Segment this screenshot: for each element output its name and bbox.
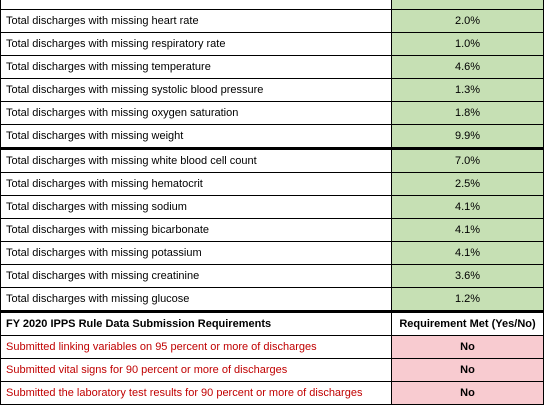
table-row: Total discharges with missing heart rate…: [0, 9, 544, 33]
label-cell[interactable]: Total discharges with missing glucose: [0, 287, 392, 313]
table-row: Total discharges with missing sodium 4.1…: [0, 195, 544, 219]
value-cell[interactable]: 2.0%: [391, 9, 544, 33]
value-cell[interactable]: 4.6%: [391, 55, 544, 79]
requirement-label-cell[interactable]: Submitted vital signs for 90 percent or …: [0, 358, 392, 382]
discharge-data-table: Total discharges with missing heart rate…: [0, 0, 544, 405]
requirement-row: Submitted linking variables on 95 percen…: [0, 335, 544, 359]
value-cell[interactable]: 7.0%: [391, 148, 544, 173]
value-cell[interactable]: 9.9%: [391, 124, 544, 150]
requirement-met-cell[interactable]: No: [391, 335, 544, 359]
table-row-partial: [0, 0, 544, 10]
label-cell[interactable]: Total discharges with missing heart rate: [0, 9, 392, 33]
requirement-row: Submitted vital signs for 90 percent or …: [0, 358, 544, 382]
value-cell[interactable]: 1.0%: [391, 32, 544, 56]
table-row: Total discharges with missing temperatur…: [0, 55, 544, 79]
value-cell[interactable]: 4.1%: [391, 195, 544, 219]
label-cell[interactable]: Total discharges with missing weight: [0, 124, 392, 150]
value-cell[interactable]: 1.8%: [391, 101, 544, 125]
requirement-label-cell[interactable]: Submitted linking variables on 95 percen…: [0, 335, 392, 359]
table-row: Total discharges with missing oxygen sat…: [0, 101, 544, 125]
value-cell: [391, 0, 544, 10]
value-cell[interactable]: 1.2%: [391, 287, 544, 313]
label-cell[interactable]: Total discharges with missing bicarbonat…: [0, 218, 392, 242]
label-cell[interactable]: Total discharges with missing respirator…: [0, 32, 392, 56]
table-row: Total discharges with missing bicarbonat…: [0, 218, 544, 242]
label-cell[interactable]: Total discharges with missing temperatur…: [0, 55, 392, 79]
requirement-label-cell[interactable]: Submitted the laboratory test results fo…: [0, 381, 392, 405]
label-cell[interactable]: Total discharges with missing potassium: [0, 241, 392, 265]
table-row: Total discharges with missing potassium …: [0, 241, 544, 265]
requirement-met-cell[interactable]: No: [391, 381, 544, 405]
table-row: Total discharges with missing creatinine…: [0, 264, 544, 288]
value-cell[interactable]: 3.6%: [391, 264, 544, 288]
value-cell[interactable]: 2.5%: [391, 172, 544, 196]
table-row: Total discharges with missing respirator…: [0, 32, 544, 56]
label-cell[interactable]: Total discharges with missing creatinine: [0, 264, 392, 288]
table-row: Total discharges with missing white bloo…: [0, 148, 544, 173]
label-cell: [0, 0, 392, 10]
table-row: Total discharges with missing systolic b…: [0, 78, 544, 102]
value-cell[interactable]: 1.3%: [391, 78, 544, 102]
label-cell[interactable]: Total discharges with missing white bloo…: [0, 148, 392, 173]
requirements-header-row: FY 2020 IPPS Rule Data Submission Requir…: [0, 311, 544, 336]
requirement-met-cell[interactable]: No: [391, 358, 544, 382]
table-row: Total discharges with missing hematocrit…: [0, 172, 544, 196]
requirements-header-left[interactable]: FY 2020 IPPS Rule Data Submission Requir…: [0, 311, 392, 336]
table-row: Total discharges with missing glucose 1.…: [0, 287, 544, 313]
label-cell[interactable]: Total discharges with missing systolic b…: [0, 78, 392, 102]
value-cell[interactable]: 4.1%: [391, 241, 544, 265]
label-cell[interactable]: Total discharges with missing sodium: [0, 195, 392, 219]
label-cell[interactable]: Total discharges with missing oxygen sat…: [0, 101, 392, 125]
table-row: Total discharges with missing weight 9.9…: [0, 124, 544, 150]
requirement-row: Submitted the laboratory test results fo…: [0, 381, 544, 405]
value-cell[interactable]: 4.1%: [391, 218, 544, 242]
label-cell[interactable]: Total discharges with missing hematocrit: [0, 172, 392, 196]
requirements-header-right[interactable]: Requirement Met (Yes/No): [391, 311, 544, 336]
